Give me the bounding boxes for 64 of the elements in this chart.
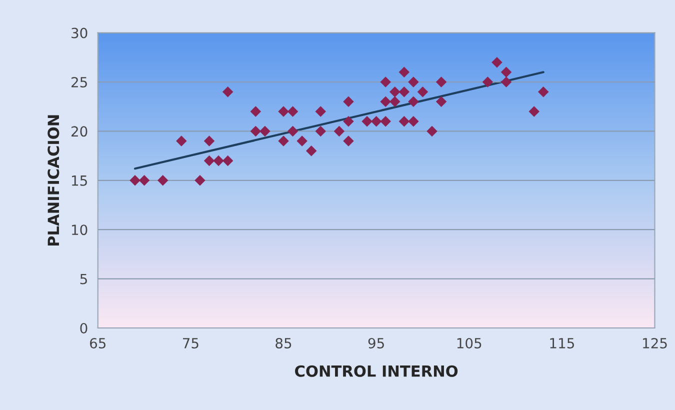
- point: [343, 136, 354, 146]
- x-tick-label: 75: [182, 338, 198, 348]
- point: [343, 116, 354, 127]
- y-tick-label: 5: [80, 274, 87, 284]
- point: [380, 116, 391, 127]
- point: [408, 116, 419, 127]
- point: [380, 76, 391, 88]
- point: [287, 106, 298, 117]
- point: [362, 116, 372, 127]
- point: [389, 86, 400, 98]
- point: [500, 66, 512, 78]
- point: [538, 86, 549, 98]
- point: [426, 126, 438, 137]
- y-tick-label: 0: [80, 322, 88, 334]
- point: [528, 106, 540, 117]
- point: [204, 136, 215, 146]
- x-tick-label: 65: [90, 338, 106, 348]
- point: [343, 96, 354, 108]
- point: [334, 126, 345, 137]
- point: [222, 155, 234, 166]
- point: [278, 106, 289, 117]
- y-tick-label: 10: [72, 224, 88, 236]
- point: [408, 96, 419, 108]
- x-tick-label: 115: [550, 338, 574, 348]
- point: [500, 76, 512, 88]
- point: [194, 175, 206, 186]
- point: [398, 116, 410, 127]
- point: [389, 96, 400, 108]
- point: [482, 76, 494, 88]
- y-axis-title: PLANIFICACION: [48, 115, 60, 246]
- x-tick-label: 105: [457, 338, 482, 348]
- point: [492, 56, 502, 68]
- point: [398, 66, 410, 78]
- y-tick-label: 30: [72, 28, 88, 38]
- point: [417, 86, 428, 98]
- point: [315, 126, 326, 137]
- y-tick-label: 20: [71, 126, 88, 137]
- point: [213, 155, 224, 166]
- y-tick-label: 15: [72, 176, 87, 186]
- point: [278, 136, 289, 146]
- point: [138, 175, 150, 186]
- point: [287, 126, 298, 137]
- point: [222, 86, 234, 98]
- point: [408, 76, 419, 88]
- point: [250, 126, 262, 137]
- point: [436, 96, 447, 108]
- point: [370, 116, 382, 127]
- x-tick-label: 85: [276, 338, 292, 348]
- point: [398, 86, 410, 98]
- point: [176, 136, 187, 146]
- point: [315, 106, 326, 117]
- y-tick-label: 25: [71, 76, 87, 88]
- point: [260, 126, 270, 137]
- x-tick-label: 95: [368, 338, 384, 348]
- x-tick-label: 125: [643, 338, 667, 348]
- point: [306, 146, 317, 156]
- x-axis-title: CONTROL INTERNO: [295, 365, 458, 377]
- point: [204, 155, 215, 166]
- point: [250, 106, 262, 117]
- point: [296, 136, 308, 146]
- point: [380, 96, 391, 108]
- point: [157, 175, 168, 186]
- point: [436, 76, 447, 88]
- point: [130, 175, 140, 186]
